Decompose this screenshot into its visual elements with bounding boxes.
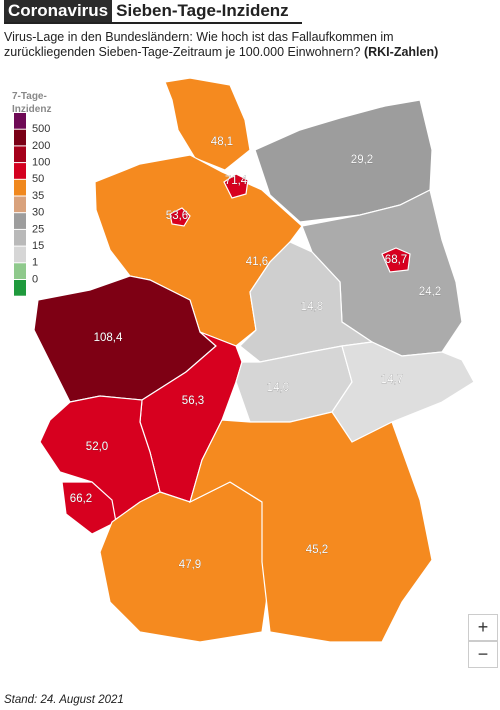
legend-swatch — [14, 263, 26, 279]
state-region — [381, 247, 411, 273]
subtitle: Virus-Lage in den Bundesländern: Wie hoc… — [4, 30, 394, 59]
header: Coronavirus Sieben-Tage-Inzidenz — [4, 0, 302, 24]
state-value: 53,6 — [166, 210, 188, 222]
legend-label: 50 — [32, 173, 44, 185]
state-region — [331, 341, 475, 443]
legend-swatch — [14, 129, 26, 146]
state-value: 45,2 — [306, 544, 328, 556]
legend-label: 500 — [32, 123, 50, 135]
legend-title: 7-Tage-Inzidenz — [12, 91, 51, 115]
state-region — [223, 173, 249, 199]
legend-swatch — [14, 213, 26, 229]
legend-label: 0 — [32, 273, 38, 285]
state-value: 66,2 — [70, 493, 92, 505]
state-value: 29,2 — [351, 154, 373, 166]
state-value: 47,9 — [179, 559, 201, 571]
state-region — [189, 411, 433, 643]
legend-label: 15 — [32, 240, 44, 252]
state-value: 14,7 — [381, 374, 403, 386]
state-value: 71,4 — [225, 175, 248, 187]
legend-swatch — [14, 163, 26, 179]
state-value: 108,4 — [94, 332, 123, 344]
legend-label: 100 — [32, 157, 50, 169]
legend-swatch — [14, 113, 26, 129]
zoom-in[interactable]: + — [468, 614, 498, 641]
subtitle-block: Virus-Lage in den Bundesländern: Wie hoc… — [4, 30, 484, 60]
state-value: 41,6 — [246, 256, 268, 268]
state-value: 14,0 — [267, 382, 289, 394]
legend-label: 200 — [32, 140, 50, 152]
state-region — [254, 99, 433, 223]
footer: Stand: 24. August 2021 — [4, 694, 124, 706]
legend-swatch — [14, 196, 26, 213]
state-region — [164, 77, 251, 171]
state-region — [169, 207, 191, 227]
zoom-out[interactable]: − — [468, 641, 498, 668]
state-value: 68,7 — [385, 254, 407, 266]
header-title: Sieben-Tage-Inzidenz — [116, 1, 289, 20]
legend-label: 35 — [32, 190, 44, 202]
header-tag: Coronavirus — [4, 0, 113, 22]
legend-label: 25 — [32, 223, 44, 235]
state-value: 24,2 — [419, 286, 441, 298]
legend-swatch — [14, 179, 26, 196]
legend-swatch — [14, 146, 26, 163]
legend-swatch — [14, 229, 26, 246]
legend-label: 1 — [32, 257, 38, 269]
legend-swatch — [14, 246, 26, 263]
state-value: 56,3 — [182, 395, 204, 407]
map: 7-Tage-Inzidenz 500 200 100 50 35 30 25 15 1 0 48,1… — [12, 77, 475, 643]
source: (RKI-Zahlen) — [363, 45, 439, 59]
legend-label: 30 — [32, 207, 44, 219]
state-value: 14,8 — [301, 301, 323, 313]
state-value: 48,1 — [211, 136, 233, 148]
legend-swatch — [14, 280, 26, 296]
state-value: 52,0 — [86, 441, 108, 453]
